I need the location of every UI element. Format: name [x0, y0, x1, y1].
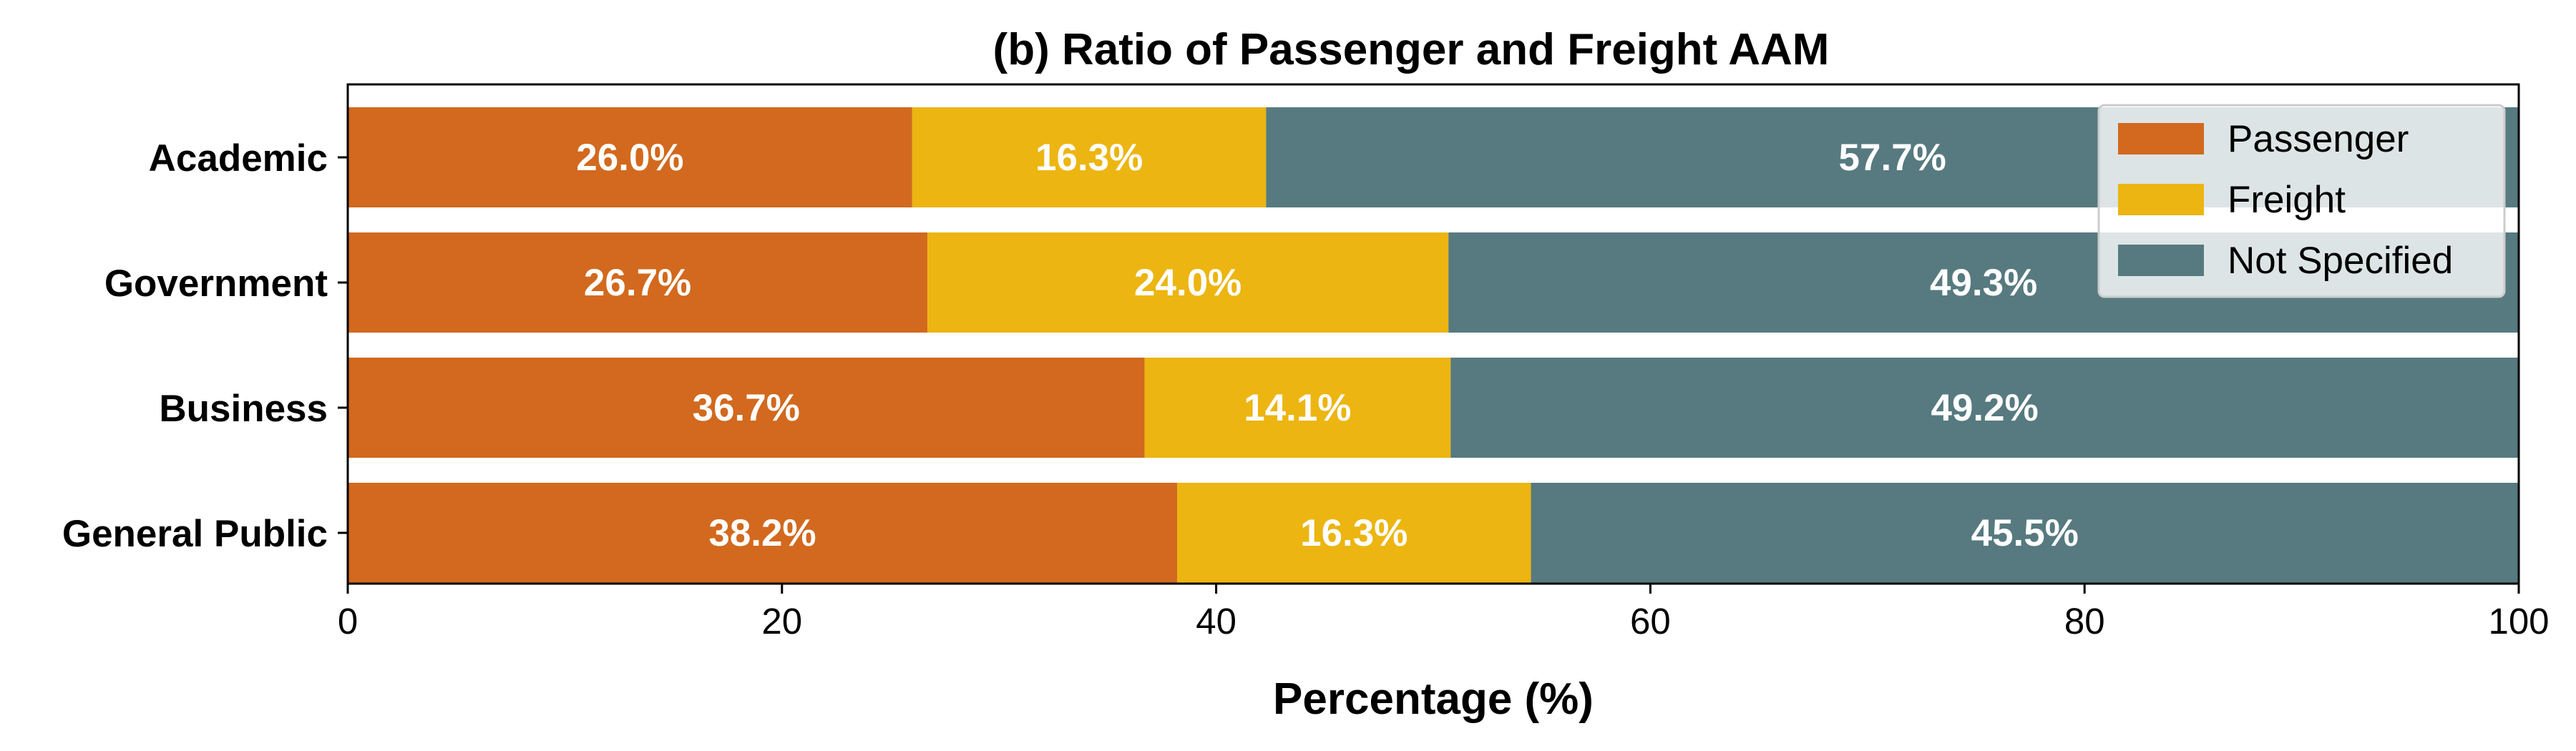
bar-label-academic-freight: 16.3%: [1035, 137, 1143, 179]
bar-label-government-passenger: 26.7%: [584, 262, 691, 304]
bar-label-academic-not-specified: 57.7%: [1839, 137, 1946, 179]
y-tick-label-general-public: General Public: [62, 513, 328, 555]
bar-label-government-not-specified: 49.3%: [1930, 262, 2037, 304]
bar-business-passenger: [348, 358, 1145, 458]
bar-label-business-not-specified: 49.2%: [1931, 387, 2038, 429]
bar-general-public-freight: [1176, 483, 1531, 583]
bar-label-government-freight: 24.0%: [1134, 262, 1241, 304]
bar-label-general-public-freight: 16.3%: [1300, 512, 1407, 554]
x-axis-title: Percentage (%): [1273, 674, 1594, 724]
y-tick-label-government: Government: [104, 262, 328, 305]
legend-label-not-specified: Not Specified: [2228, 240, 2453, 282]
legend-item-passenger[interactable]: Passenger: [2118, 118, 2409, 160]
x-tick-label-80: 80: [2064, 601, 2105, 642]
legend-swatch-freight: [2118, 184, 2204, 215]
bar-business-not-specified: [1450, 358, 2519, 458]
y-tick-label-business: Business: [159, 388, 328, 430]
bar-general-public-not-specified: [1531, 483, 2519, 583]
legend-item-not-specified[interactable]: Not Specified: [2118, 240, 2453, 282]
bar-label-business-passenger: 36.7%: [693, 387, 800, 429]
bar-academic-passenger: [348, 107, 912, 207]
bar-business-freight: [1144, 358, 1451, 458]
legend-label-freight: Freight: [2228, 179, 2346, 221]
bar-label-business-freight: 14.1%: [1244, 387, 1351, 429]
x-tick-label-100: 100: [2488, 601, 2549, 642]
x-tick-label-0: 0: [338, 601, 358, 642]
bar-government-passenger: [348, 232, 928, 333]
legend-swatch-not-specified: [2118, 245, 2204, 276]
x-tick-label-60: 60: [1630, 601, 1671, 642]
legend-item-freight[interactable]: Freight: [2118, 179, 2346, 221]
bar-government-freight: [927, 232, 1449, 333]
y-axis: Academic Government Business General Public: [62, 137, 348, 555]
legend[interactable]: Passenger Freight Not Specified: [2097, 104, 2506, 298]
bar-label-general-public-not-specified: 45.5%: [1971, 512, 2079, 554]
legend-label-passenger: Passenger: [2228, 118, 2409, 160]
plot-frame: [346, 83, 2520, 585]
bar-academic-freight: [912, 107, 1267, 207]
bar-label-academic-passenger: 26.0%: [576, 137, 683, 179]
bar-labels-layer: 26.0% 16.3% 57.7% 26.7% 24.0% 49.3% 36.7% 14.1%…: [576, 137, 2079, 554]
y-tick-label-academic: Academic: [149, 137, 328, 180]
chart-title: (b) Ratio of Passenger and Freight AAM: [993, 25, 1830, 74]
bar-label-general-public-passenger: 38.2%: [708, 512, 816, 554]
bar-general-public-passenger: [348, 483, 1177, 583]
legend-swatch-passenger: [2118, 123, 2204, 154]
x-tick-label-20: 20: [761, 601, 802, 642]
x-tick-label-40: 40: [1196, 601, 1236, 642]
x-axis: 0 20 40 60 80 100: [338, 584, 2550, 642]
